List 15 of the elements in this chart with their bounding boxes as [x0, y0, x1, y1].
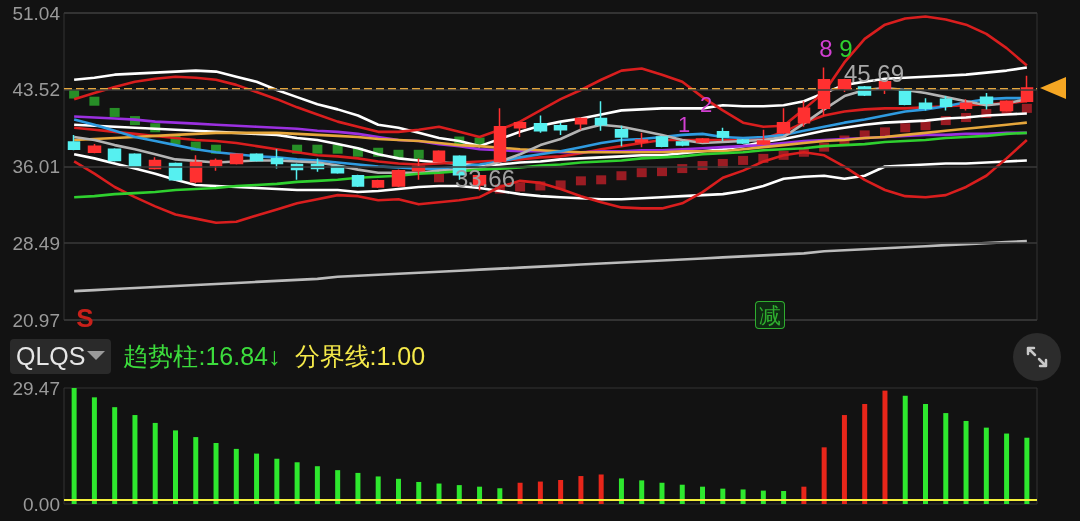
text: 趋势柱:16.84↓ — [123, 340, 281, 372]
y-tick-label: 28.49 — [12, 232, 60, 254]
y-tick-label: 51.04 — [12, 2, 61, 24]
annotation: S — [76, 303, 94, 333]
text: 分界线:1.00 — [294, 340, 426, 372]
y-tick-label: 43.52 — [12, 79, 60, 101]
annotation: 8 — [819, 34, 833, 62]
y-tick-label: 36.01 — [12, 155, 60, 177]
annotation: 9 — [839, 34, 853, 62]
y-tick-label: 0.00 — [23, 493, 60, 515]
annotation: 1 — [677, 111, 691, 137]
y-tick-label: 20.97 — [12, 309, 60, 331]
chart-title: QLQS — [16, 341, 86, 371]
y-tick-label: 29.47 — [12, 377, 60, 399]
annotation: 减 — [759, 302, 781, 328]
